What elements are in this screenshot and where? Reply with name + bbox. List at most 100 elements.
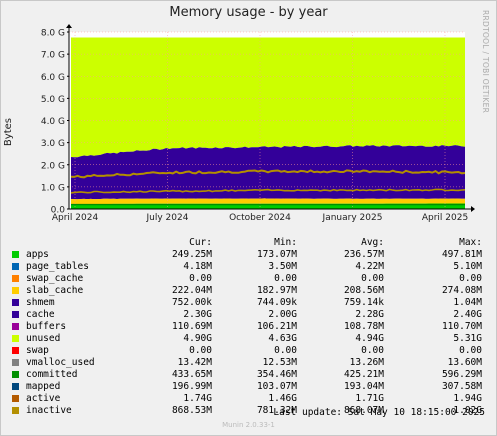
legend-min: 744.09k — [256, 297, 297, 308]
legend-swatch — [12, 311, 19, 318]
legend-max: 110.70M — [441, 321, 482, 332]
legend-min: 1.46G — [268, 393, 297, 404]
legend-min: 3.50M — [268, 261, 297, 272]
legend-name: inactive — [26, 405, 72, 416]
legend-min: 0.00 — [274, 345, 297, 356]
legend-row-apps: apps 249.25M 173.07M 236.57M 497.81M — [12, 249, 492, 261]
legend-rows: apps 249.25M 173.07M 236.57M 497.81M page_tab… — [12, 249, 492, 417]
legend-cur: 0.00 — [189, 273, 212, 284]
legend-max: 307.58M — [441, 381, 482, 392]
last-update: Last update: Sat May 10 18:15:00 2025 — [273, 407, 485, 418]
legend-min: 12.53M — [262, 357, 297, 368]
legend-max: 2.40G — [453, 309, 482, 320]
y-tick-label: 0.0 — [51, 206, 66, 216]
legend-max: 13.60M — [447, 357, 482, 368]
legend-cur: 110.69M — [171, 321, 212, 332]
legend-avg: 208.56M — [343, 285, 384, 296]
legend-row-swap-cache: swap_cache 0.00 0.00 0.00 0.00 — [12, 273, 492, 285]
legend-min: 4.63G — [268, 333, 297, 344]
x-tick-label: April 2024 — [52, 213, 99, 223]
legend-max: 1.94G — [453, 393, 482, 404]
legend-row-committed: committed 433.65M 354.46M 425.21M 596.29M — [12, 369, 492, 381]
legend-max: 497.81M — [441, 249, 482, 260]
legend-avg: 108.78M — [343, 321, 384, 332]
legend-name: buffers — [26, 321, 67, 332]
legend-name: mapped — [26, 381, 61, 392]
legend-min: 2.00G — [268, 309, 297, 320]
legend-name: committed — [26, 369, 78, 380]
legend-swatch — [12, 287, 19, 294]
legend-min: 106.21M — [256, 321, 297, 332]
header-avg: Avg: — [361, 237, 384, 248]
legend-max: 596.29M — [441, 369, 482, 380]
legend-row-buffers: buffers 110.69M 106.21M 108.78M 110.70M — [12, 321, 492, 333]
y-tick-labels: 0.0 1.0 G 2.0 G 3.0 G 4.0 G 5.0 G 6.0 G 7.0 G 8.… — [41, 29, 69, 216]
legend-cur: 249.25M — [171, 249, 212, 260]
y-tick-label: 2.0 G — [41, 161, 65, 171]
legend-swatch — [12, 371, 19, 378]
chart-title: Memory usage - by year — [169, 5, 328, 20]
legend-avg: 193.04M — [343, 381, 384, 392]
grid-lines — [69, 31, 465, 209]
legend-max: 1.04M — [453, 297, 482, 308]
legend-row-active: active 1.74G 1.46G 1.71G 1.94G — [12, 393, 492, 405]
legend-avg: 4.22M — [355, 261, 384, 272]
legend-avg: 0.00 — [361, 273, 384, 284]
area-unused — [71, 37, 465, 158]
y-axis-arrow — [66, 24, 72, 28]
legend-cur: 4.90G — [183, 333, 212, 344]
legend-row-cache: cache 2.30G 2.00G 2.28G 2.40G — [12, 309, 492, 321]
legend-header: Cur: Min: Avg: Max: — [12, 237, 492, 249]
legend-min: 173.07M — [256, 249, 297, 260]
legend-cur: 868.53M — [171, 405, 212, 416]
legend-avg: 759.14k — [343, 297, 384, 308]
legend-min: 103.07M — [256, 381, 297, 392]
legend-cur: 0.00 — [189, 345, 212, 356]
rrdtool-credit: RRDTOOL / TOBI OETIKER — [481, 10, 490, 114]
legend-table: Cur: Min: Avg: Max: apps 249.25M 173.07M 23… — [12, 237, 492, 417]
munin-version: Munin 2.0.33-1 — [222, 421, 275, 429]
series-lines — [70, 169, 466, 206]
legend-swatch — [12, 407, 19, 414]
legend-swatch — [12, 395, 19, 402]
legend-name: page_tables — [26, 261, 89, 272]
header-min: Min: — [274, 237, 297, 248]
legend-name: apps — [26, 249, 49, 260]
header-cur: Cur: — [189, 237, 212, 248]
y-tick-label: 1.0 G — [41, 183, 65, 193]
legend-row-slab-cache: slab_cache 222.04M 182.97M 208.56M 274.08M — [12, 285, 492, 297]
legend-min: 182.97M — [256, 285, 297, 296]
legend-swatch — [12, 335, 19, 342]
legend-row-vmalloc-used: vmalloc_used 13.42M 12.53M 13.26M 13.60M — [12, 357, 492, 369]
header-max: Max: — [459, 237, 482, 248]
legend-cur: 2.30G — [183, 309, 212, 320]
legend-cur: 222.04M — [171, 285, 212, 296]
legend-avg: 868.07M — [343, 405, 384, 416]
legend-avg: 0.00 — [361, 345, 384, 356]
legend-name: shmem — [26, 297, 55, 308]
legend-swatch — [12, 347, 19, 354]
x-tick-label: July 2024 — [146, 213, 189, 223]
legend-row-swap: swap 0.00 0.00 0.00 0.00 — [12, 345, 492, 357]
legend-max: 0.00 — [459, 273, 482, 284]
legend-name: cache — [26, 309, 55, 320]
legend-max: 274.08M — [441, 285, 482, 296]
axes — [66, 24, 475, 212]
legend-name: active — [26, 393, 61, 404]
legend-swatch — [12, 275, 19, 282]
legend-name: slab_cache — [26, 285, 84, 296]
x-axis-arrow — [471, 206, 475, 212]
legend-swatch — [12, 323, 19, 330]
legend-min: 0.00 — [274, 273, 297, 284]
legend-cur: 433.65M — [171, 369, 212, 380]
x-tick-labels: April 2024 July 2024 October 2024 January 2… — [52, 213, 468, 223]
legend-avg: 1.71G — [355, 393, 384, 404]
y-tick-label: 4.0 G — [41, 117, 65, 127]
legend-cur: 13.42M — [177, 357, 212, 368]
legend-avg: 425.21M — [343, 369, 384, 380]
legend-row-page-tables: page_tables 4.18M 3.50M 4.22M 5.10M — [12, 261, 492, 273]
y-tick-label: 5.0 G — [41, 95, 65, 105]
legend-swatch — [12, 299, 19, 306]
legend-name: unused — [26, 333, 61, 344]
legend-avg: 236.57M — [343, 249, 384, 260]
